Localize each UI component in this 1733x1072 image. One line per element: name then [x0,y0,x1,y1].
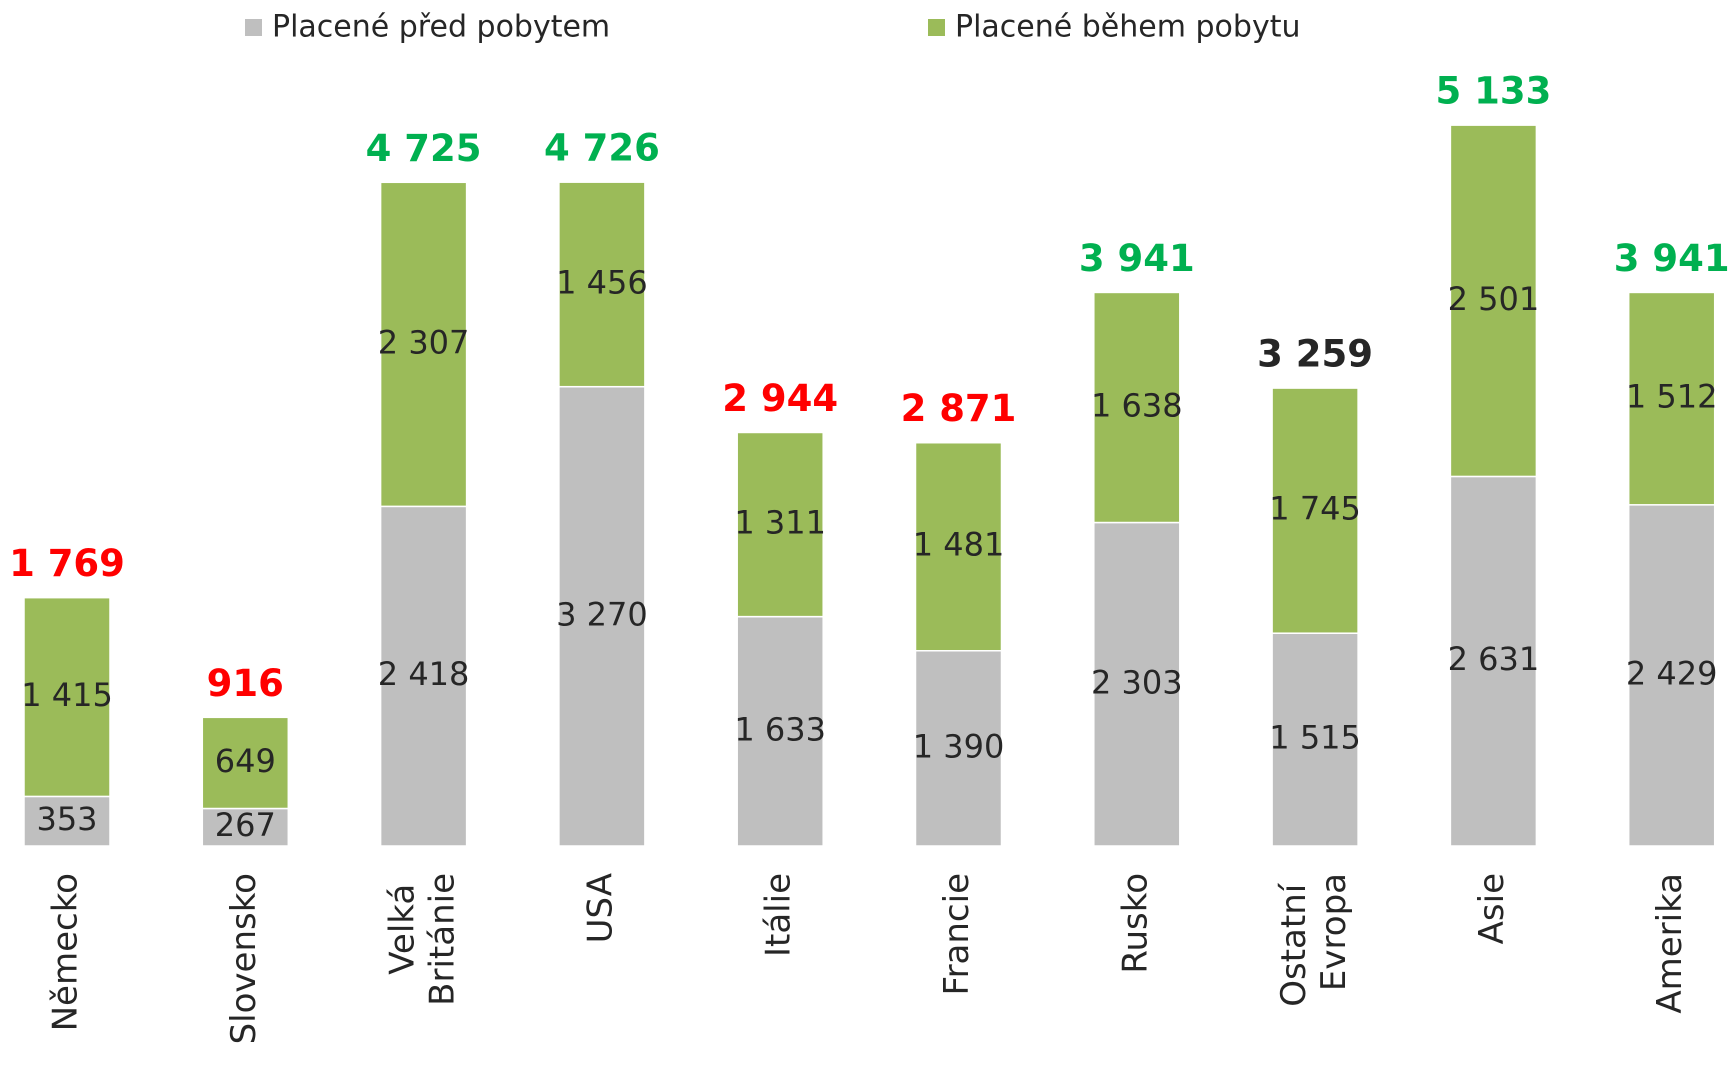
data-label: 353 [36,800,97,838]
bar-segment [23,596,111,798]
x-tick-label: Ostatní Evropa [1274,873,1354,1007]
total-label: 1 769 [9,542,125,585]
total-label: 3 259 [1257,333,1373,376]
bar-segment [736,615,824,847]
bar-segment [23,795,111,847]
bar-segment [1093,521,1181,847]
total-label: 2 871 [901,387,1017,430]
data-label: 1 415 [21,676,113,714]
x-tick-label: Francie [937,873,977,996]
total-label: 2 944 [722,377,838,420]
data-label: 1 481 [913,526,1005,564]
bar-segment [1093,291,1181,524]
bar-segment [1271,387,1359,634]
x-tick-label: USA [580,873,620,943]
data-label: 649 [215,742,276,780]
x-tick-label: Velká Británie [382,873,462,1006]
data-label: 1 633 [734,710,826,748]
data-label: 2 501 [1448,280,1540,318]
data-label: 1 512 [1626,378,1718,416]
bar-segment [558,385,646,847]
data-label: 3 270 [556,595,648,633]
bar-segment [1449,124,1538,478]
data-label: 1 515 [1269,719,1361,757]
total-label: 4 726 [544,127,660,170]
total-label: 4 725 [366,127,482,170]
bar-segment [1449,475,1538,847]
x-tick-label: Slovensko [224,873,264,1044]
data-label: 1 456 [556,263,648,301]
bar-segment [736,431,824,618]
legend-label: Placené během pobytu [955,10,1300,45]
x-tick-label: Asie [1472,873,1512,944]
data-label: 1 311 [734,504,826,542]
data-label: 1 638 [1091,386,1183,424]
legend-swatch [245,19,262,36]
data-label: 1 390 [913,727,1005,765]
data-label: 267 [215,806,276,844]
data-label: 2 418 [378,655,470,693]
x-tick-label: Itálie [759,873,799,957]
data-label: 2 429 [1626,654,1718,692]
data-label: 2 631 [1448,640,1540,678]
legend-label: Placené před pobytem [272,10,610,45]
total-label: 5 133 [1435,70,1551,113]
data-label: 2 307 [378,323,470,361]
x-tick-label: Amerika [1650,873,1690,1014]
bar-segment [1271,632,1359,847]
bar-segment [914,441,1003,652]
bar-segment [914,650,1003,847]
bar-segment [1627,504,1716,847]
bar-segment [558,181,646,388]
x-tick-label: Rusko [1115,873,1155,974]
legend-swatch [928,19,945,36]
bar-segment [379,181,468,508]
bar-segment [379,505,468,847]
bar-segment [1627,291,1716,506]
total-label: 916 [207,662,284,705]
bar-segment [201,716,290,810]
data-label: 1 745 [1269,490,1361,528]
total-label: 3 941 [1079,237,1195,280]
total-label: 3 941 [1614,237,1730,280]
data-label: 2 303 [1091,663,1183,701]
x-tick-label: Německo [46,873,86,1031]
